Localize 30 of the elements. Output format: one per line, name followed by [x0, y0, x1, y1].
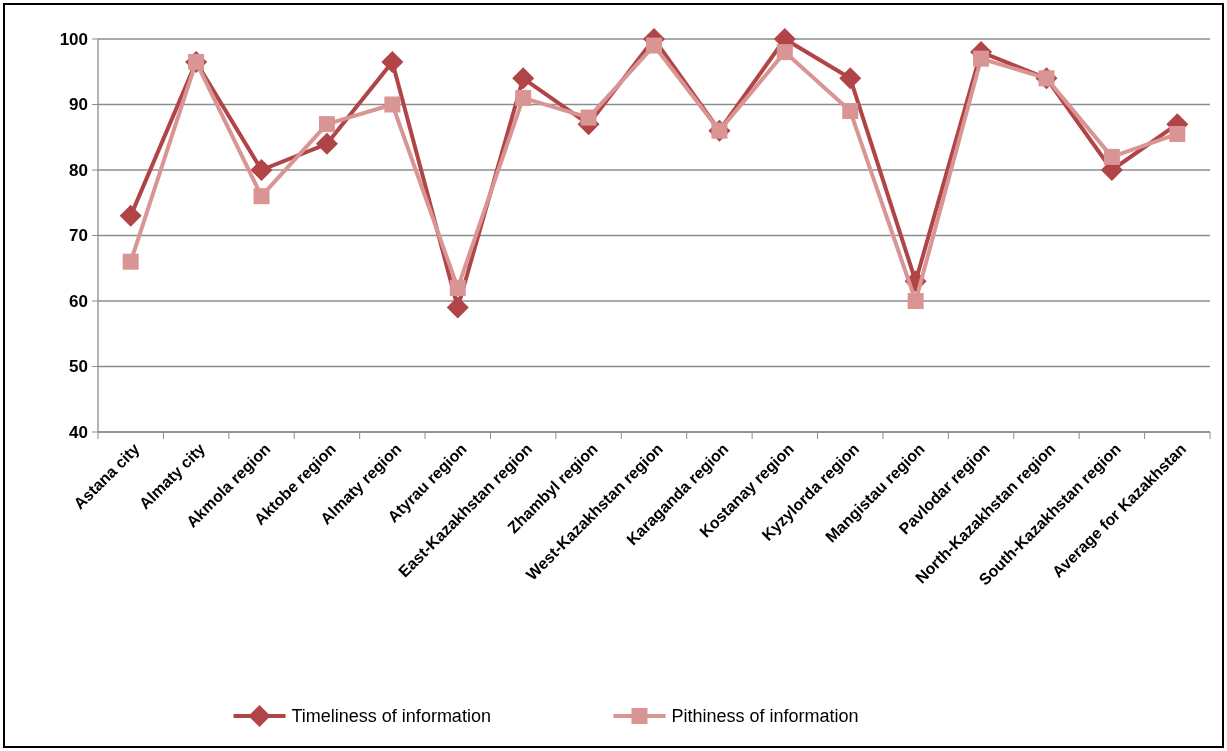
point — [515, 89, 532, 106]
y-tick-label: 50 — [69, 357, 88, 377]
point — [250, 159, 273, 181]
point — [122, 253, 139, 270]
y-tick-label: 90 — [69, 95, 88, 115]
y-tick-label: 40 — [69, 422, 88, 442]
point — [839, 67, 862, 90]
point — [446, 296, 469, 319]
point — [907, 293, 924, 309]
y-tick-label: 60 — [69, 291, 88, 311]
legend-label: Timeliness of information — [291, 706, 491, 727]
point — [646, 37, 662, 54]
point — [449, 279, 466, 296]
y-tick-label: 80 — [69, 160, 88, 180]
point — [1169, 125, 1186, 142]
point — [384, 96, 401, 113]
point — [512, 67, 535, 90]
point — [253, 188, 270, 205]
point — [381, 50, 404, 73]
point — [973, 50, 990, 67]
point — [580, 109, 597, 126]
point — [842, 103, 859, 120]
point — [315, 132, 338, 155]
y-tick-label: 100 — [59, 29, 88, 49]
point — [119, 204, 142, 227]
legend-label: Pithiness of information — [671, 706, 859, 727]
point — [1103, 148, 1120, 165]
point — [776, 44, 793, 61]
y-tick-label: 70 — [69, 226, 88, 246]
point — [318, 116, 335, 133]
